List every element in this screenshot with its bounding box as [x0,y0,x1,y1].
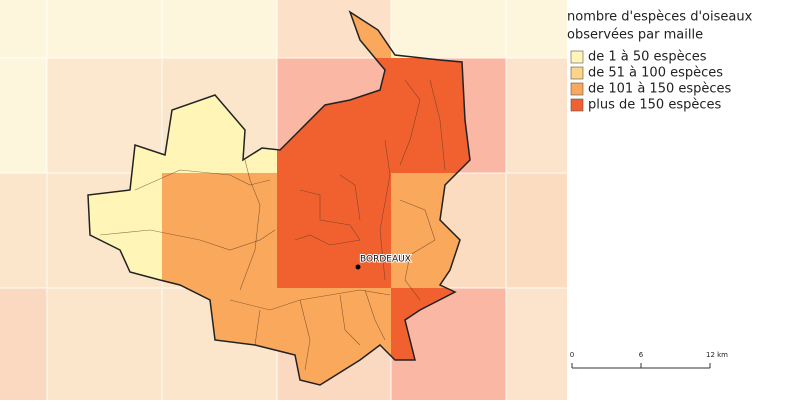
legend-label: de 1 à 50 espèces [588,50,707,65]
scale-bar: 0 6 12 km [570,351,728,369]
legend-swatch [570,66,584,80]
legend-label: de 101 à 150 espèces [588,82,732,97]
legend-title: nombre d'espèces d'oiseaux [567,10,753,25]
scale-label: 0 [570,351,574,359]
legend-label: de 51 à 100 espèces [588,66,723,81]
legend-panel [567,0,792,400]
legend-swatch [570,82,584,96]
scale-label: 12 km [706,351,728,359]
scale-label: 6 [639,351,644,359]
city-label: BORDEAUX [360,255,411,265]
legend-label: plus de 150 espèces [588,98,722,113]
legend-title: observées par maille [567,28,703,43]
legend-swatch [570,50,584,64]
city-marker [355,264,361,270]
legend-swatch [570,98,584,112]
